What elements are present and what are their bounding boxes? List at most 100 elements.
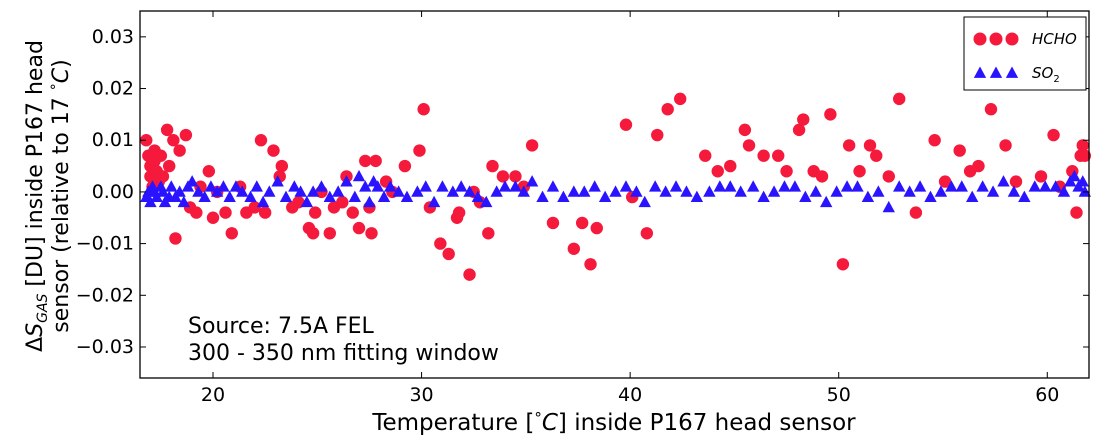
x-tick-label: 30 — [409, 384, 433, 406]
ylabel2-degree: ° — [49, 83, 65, 90]
so2-point — [223, 190, 236, 202]
so2-point — [306, 185, 320, 197]
hcho-point — [909, 206, 923, 219]
hcho-point — [567, 242, 581, 255]
so2-point — [778, 180, 791, 192]
x-tick-label: 20 — [201, 384, 225, 406]
hcho-point — [442, 247, 455, 261]
ylabel2-pre: sensor (relative to 17 — [49, 90, 74, 333]
so2-point — [271, 175, 284, 187]
hcho-point — [780, 165, 793, 178]
so2-point — [198, 190, 211, 202]
hcho-point — [167, 134, 180, 147]
xlabel-degree: ° — [534, 409, 542, 427]
so2-point — [557, 190, 570, 202]
hcho-point — [525, 139, 539, 152]
hcho-point — [346, 206, 359, 219]
so2-point — [144, 195, 157, 208]
annotation-line-1: Source: 7.5A FEL — [188, 314, 375, 339]
legend-so2-marker — [1005, 66, 1019, 78]
legend-hcho-marker — [973, 32, 987, 46]
hcho-point — [258, 206, 272, 219]
so2-point — [955, 180, 968, 192]
hcho-point — [853, 165, 866, 178]
x-axis-label: Temperature [°C] inside P167 head sensor — [371, 409, 856, 436]
so2-point — [659, 185, 672, 197]
so2-point — [757, 190, 770, 202]
ylabel-subscript: GAS — [35, 293, 51, 322]
x-tick-label: 60 — [1035, 384, 1059, 406]
so2-point — [400, 190, 414, 202]
hcho-point — [928, 134, 941, 147]
hcho-point — [1047, 128, 1060, 142]
hcho-point — [893, 92, 906, 106]
so2-point — [229, 180, 243, 192]
hcho-point — [1078, 149, 1092, 162]
hcho-point — [792, 123, 806, 137]
hcho-point — [434, 237, 447, 250]
ticks-layer: 20 30 40 50 60 −0.03 −0.02 −0.01 0.00 0.01 0.02 0.0… — [76, 11, 1089, 406]
hcho-point — [352, 221, 366, 235]
so2-point — [882, 200, 895, 213]
legend-hcho-label: HCHO — [1032, 30, 1077, 48]
hcho-point — [398, 159, 412, 173]
legend-so2-markers — [973, 66, 1019, 78]
so2-point — [703, 185, 716, 197]
so2-point — [463, 185, 476, 197]
hcho-point — [772, 149, 785, 162]
so2-point — [913, 180, 927, 192]
so2-point — [244, 190, 257, 202]
so2-point — [1049, 180, 1062, 192]
hcho-point — [309, 206, 322, 219]
so2-point — [300, 195, 314, 208]
legend-hcho-marker — [1005, 32, 1019, 46]
y-tick-label: 0.02 — [92, 78, 134, 100]
so2-point — [713, 180, 727, 192]
hcho-point — [757, 149, 770, 162]
so2-point — [598, 190, 612, 202]
legend-so2-main: SO — [1032, 64, 1054, 82]
hcho-point — [267, 144, 280, 157]
so2-point — [966, 190, 979, 202]
y-tick-label: −0.03 — [76, 336, 134, 358]
legend-so2-marker — [973, 66, 987, 78]
legend-box — [963, 16, 1087, 91]
ylabel2-unit: C — [49, 67, 74, 83]
so2-point — [279, 190, 293, 202]
so2-point — [250, 180, 263, 192]
so2-point — [924, 190, 937, 202]
so2-point — [1068, 169, 1081, 182]
hcho-point — [365, 227, 378, 240]
hcho-point — [413, 144, 426, 157]
so2-point — [165, 180, 178, 192]
so2-point — [893, 180, 906, 192]
so2-point — [945, 180, 958, 192]
so2-point — [536, 190, 549, 202]
hcho-point — [206, 211, 220, 224]
hcho-point — [323, 227, 336, 240]
ylabel-symbol: S — [23, 323, 48, 337]
hcho-point — [1009, 175, 1023, 188]
hcho-point — [169, 232, 182, 245]
so2-point — [872, 185, 885, 197]
so2-point — [767, 185, 781, 197]
hcho-point — [863, 139, 877, 152]
so2-point — [638, 195, 651, 208]
so2-point — [517, 185, 530, 197]
hcho-point — [219, 206, 232, 219]
so2-point — [690, 190, 704, 202]
so2-point — [371, 180, 384, 192]
so2-point — [588, 180, 601, 192]
so2-point — [427, 195, 441, 208]
so2-point — [192, 185, 205, 197]
hcho-point — [509, 170, 522, 183]
so2-point — [436, 180, 449, 192]
hcho-point — [486, 159, 499, 173]
so2-point — [210, 185, 224, 197]
so2-point — [384, 180, 397, 192]
hcho-point — [154, 149, 168, 162]
hcho-point — [1034, 170, 1048, 183]
so2-point — [578, 185, 591, 197]
so2-point — [419, 180, 432, 192]
